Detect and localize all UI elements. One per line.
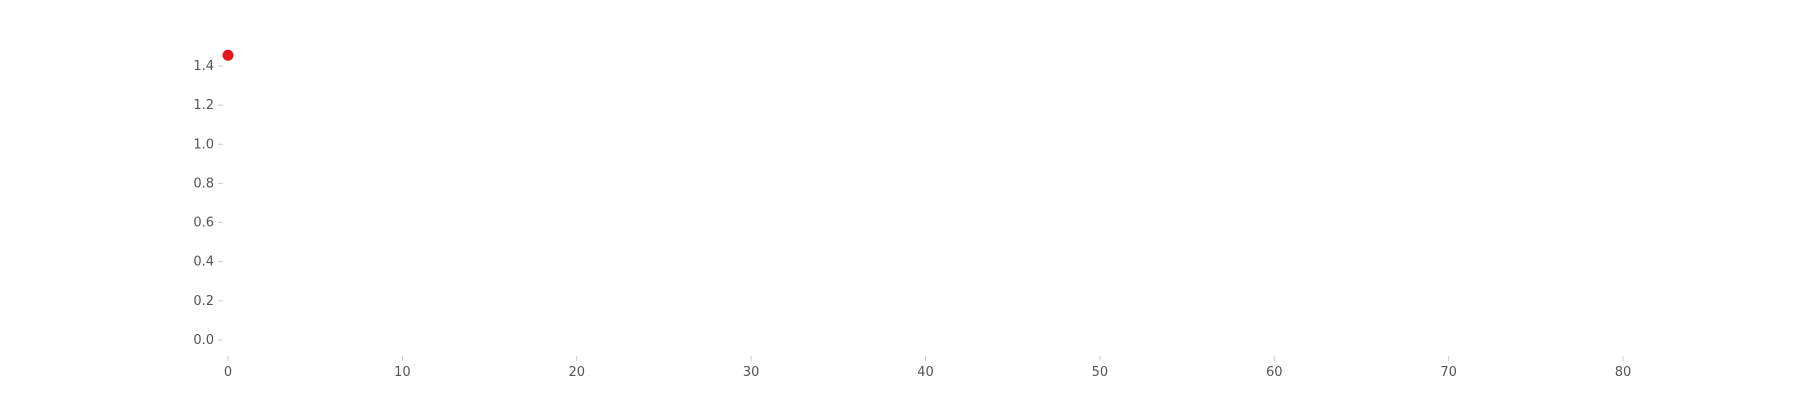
x-tick-label: 70 [1440, 365, 1457, 380]
data-point [222, 49, 234, 61]
x-tick-label: 50 [1092, 365, 1109, 380]
y-tick-label: 0.8 [193, 176, 214, 191]
y-tick-label: 0.4 [193, 255, 214, 270]
x-tick-label: 80 [1615, 365, 1632, 380]
y-tick-label: 1.0 [193, 137, 214, 152]
x-tick-label: 30 [743, 365, 760, 380]
x-tick-label: 10 [394, 365, 411, 380]
x-axis: 0 10 20 30 40 50 60 70 80 [224, 356, 1631, 380]
x-tick-label: 60 [1266, 365, 1283, 380]
plot-points [222, 49, 234, 61]
y-tick-label: 0.2 [193, 294, 214, 309]
y-tick-label: 1.2 [193, 98, 214, 113]
x-tick-label: 40 [917, 365, 934, 380]
y-axis: 0.0 0.2 0.4 0.6 0.8 1.0 1.2 1.4 [193, 59, 223, 348]
y-tick-label: 1.4 [193, 59, 214, 74]
x-tick-label: 0 [224, 365, 232, 380]
y-tick-label: 0.6 [193, 216, 214, 231]
x-tick-label: 20 [568, 365, 585, 380]
y-tick-label: 0.0 [193, 333, 214, 348]
